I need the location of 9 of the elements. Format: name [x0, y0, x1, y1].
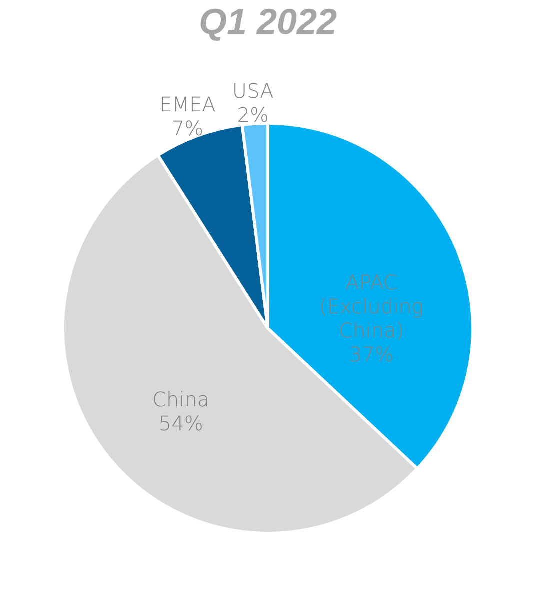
slice-label: EMEA [160, 92, 216, 117]
data-label: 37% [349, 342, 394, 367]
chart-title: Q1 2022 [198, 1, 338, 42]
slice-label: APAC (Excluding China) [319, 270, 424, 343]
slice-label: China [152, 387, 210, 412]
data-label: 54% [158, 411, 204, 436]
data-label: 7% [172, 116, 204, 141]
slice-label: USA [232, 78, 274, 103]
data-label: 2% [237, 102, 269, 127]
